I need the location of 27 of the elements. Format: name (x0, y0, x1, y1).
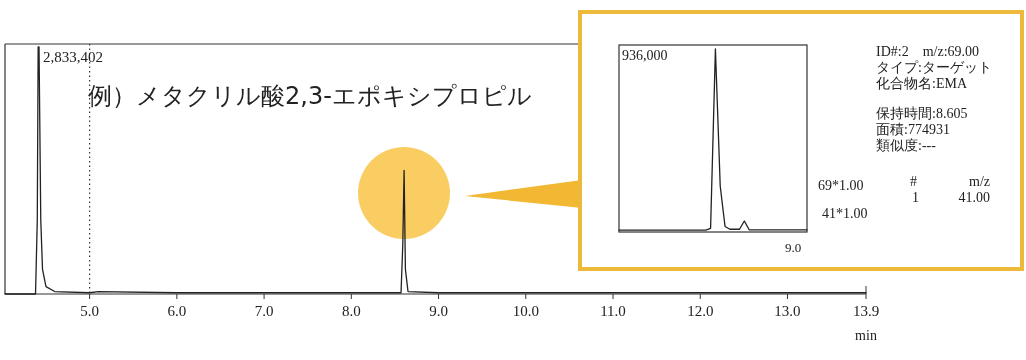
text: 保持時間:8.605 (876, 106, 968, 121)
text: # (910, 174, 917, 189)
text: 類似度:--- (876, 138, 937, 153)
x-tick-label: 13.9 (852, 303, 880, 319)
text: タイプ:ターゲット (876, 60, 992, 75)
annotation: 2,833,402 (43, 49, 104, 65)
annotation: 41*1.00 (822, 206, 868, 221)
x-tick-label: 8.0 (341, 303, 361, 319)
x-tick-label: 10.0 (512, 303, 539, 319)
text: m/z (969, 174, 990, 189)
x-tick-label: 6.0 (167, 303, 187, 319)
x-tick-label: 5.0 (80, 303, 99, 319)
text: 例）メタクリル酸2,3-エポキシプロピル (88, 82, 532, 110)
annotation: 9.0 (784, 240, 802, 255)
text: ID#:2 m/z:69.00 (876, 44, 980, 59)
x-tick-label: 13.0 (774, 303, 801, 319)
text: 1 (912, 190, 919, 205)
annotation: 936,000 (622, 48, 668, 63)
x-axis-title: min (855, 328, 877, 343)
x-tick-label: 12.0 (687, 303, 714, 319)
annotation: 69*1.00 (818, 178, 864, 193)
x-tick-label: 9.0 (429, 303, 448, 319)
x-tick-label: 11.0 (600, 303, 626, 319)
text: 41.00 (958, 190, 990, 205)
text: 面積:774931 (876, 122, 950, 137)
x-tick-label: 7.0 (254, 303, 274, 319)
text: 化合物名:EMA (876, 76, 968, 91)
